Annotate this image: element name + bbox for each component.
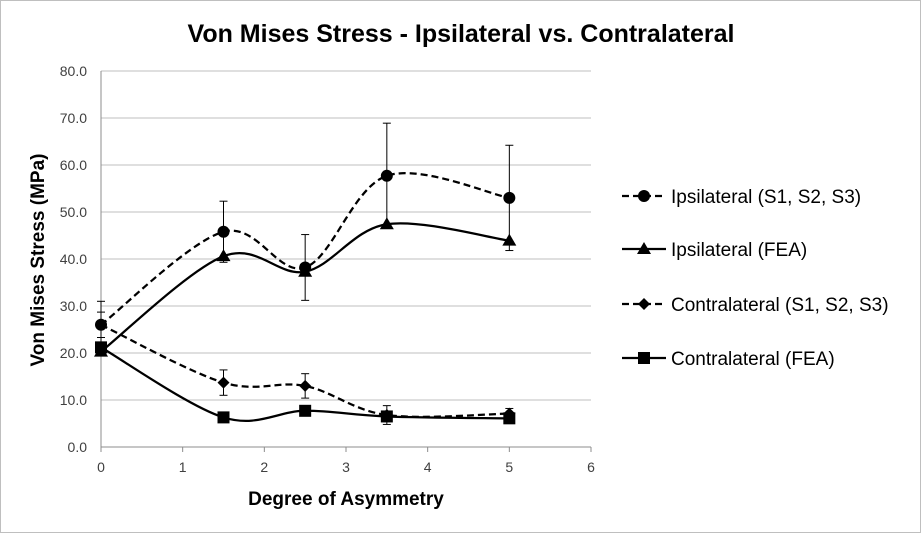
legend-item-2: Contralateral (S1, S2, S3): [622, 295, 889, 316]
y-tick-label: 60.0: [60, 157, 87, 173]
x-tick-label: 4: [424, 459, 432, 475]
x-tick-labels: 0 1 2 3 4 5 6: [97, 459, 595, 475]
data-point: [217, 376, 230, 389]
data-point: [217, 225, 230, 238]
x-tick-label: 3: [342, 459, 350, 475]
series-3: [95, 341, 516, 425]
data-point: [299, 379, 312, 392]
legend-item-0: Ipsilateral (S1, S2, S3): [622, 187, 861, 208]
data-point: [95, 318, 107, 331]
data-point: [298, 264, 313, 277]
axes: [100, 71, 592, 452]
legend-label: Ipsilateral (FEA): [671, 240, 807, 261]
data-point: [95, 341, 107, 354]
y-tick-label: 30.0: [60, 298, 87, 314]
data-point: [216, 249, 231, 262]
data-point: [503, 412, 516, 425]
gridlines: [101, 70, 591, 401]
legend-marker: [638, 190, 650, 202]
x-tick-label: 1: [179, 459, 187, 475]
series-layer: [94, 122, 517, 425]
data-point: [217, 411, 230, 424]
series-1: [94, 217, 517, 357]
chart-title: Von Mises Stress - Ipsilateral vs. Contr…: [188, 20, 735, 48]
y-tick-label: 70.0: [60, 110, 87, 126]
data-point: [380, 410, 393, 423]
legend: Ipsilateral (S1, S2, S3) Ipsilateral (FEA…: [622, 187, 889, 370]
data-point: [502, 233, 517, 246]
x-axis-title: Degree of Asymmetry: [248, 489, 444, 510]
legend-marker: [638, 352, 650, 364]
x-tick-label: 5: [505, 459, 513, 475]
y-tick-label: 20.0: [60, 345, 87, 361]
x-tick-label: 6: [587, 459, 595, 475]
x-tick-label: 0: [97, 459, 105, 475]
y-axis-title: Von Mises Stress (MPa): [28, 154, 49, 367]
legend-label: Contralateral (S1, S2, S3): [671, 295, 889, 316]
legend-item-1: Ipsilateral (FEA): [622, 240, 807, 261]
series-0: [95, 122, 516, 349]
legend-item-3: Contralateral (FEA): [622, 349, 835, 370]
legend-label: Contralateral (FEA): [671, 349, 835, 370]
legend-marker: [637, 242, 651, 254]
data-point: [379, 217, 394, 230]
data-point: [380, 169, 393, 182]
y-tick-label: 40.0: [60, 251, 87, 267]
y-tick-label: 80.0: [60, 63, 87, 79]
series-line: [100, 323, 510, 418]
legend-label: Ipsilateral (S1, S2, S3): [671, 187, 861, 208]
data-point: [299, 404, 312, 417]
y-tick-label: 50.0: [60, 204, 87, 220]
y-tick-label: 0.0: [68, 439, 88, 455]
y-tick-labels: 0.0 10.0 20.0 30.0 40.0 50.0 60.0 70.0 80.0: [60, 63, 87, 455]
y-tick-label: 10.0: [60, 392, 87, 408]
x-tick-label: 2: [260, 459, 268, 475]
data-point: [503, 191, 516, 204]
legend-marker: [638, 298, 650, 310]
